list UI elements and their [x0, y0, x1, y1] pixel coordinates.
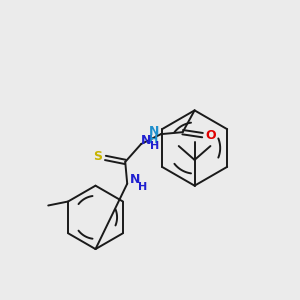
Text: O: O: [205, 129, 216, 142]
Text: H: H: [149, 135, 159, 145]
Text: H: H: [150, 141, 160, 151]
Text: N: N: [130, 173, 140, 186]
Text: S: S: [93, 150, 102, 164]
Text: H: H: [138, 182, 148, 192]
Text: N: N: [141, 134, 151, 147]
Text: N: N: [149, 125, 159, 138]
